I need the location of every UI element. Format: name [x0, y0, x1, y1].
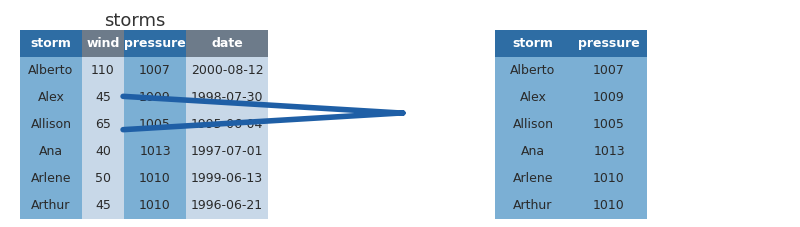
Bar: [495, 57, 571, 84]
Text: 1013: 1013: [139, 145, 171, 158]
Text: Allison: Allison: [513, 118, 554, 131]
Bar: [20, 111, 82, 138]
Bar: [186, 165, 268, 192]
Text: 40: 40: [95, 145, 111, 158]
Text: storm: storm: [513, 37, 554, 50]
Text: Ana: Ana: [39, 145, 63, 158]
Text: 50: 50: [95, 172, 111, 185]
Text: 1005: 1005: [139, 118, 171, 131]
Bar: [124, 138, 186, 165]
Text: Allison: Allison: [30, 118, 71, 131]
Bar: [571, 138, 647, 165]
Text: 1999-06-13: 1999-06-13: [191, 172, 263, 185]
Bar: [186, 30, 268, 57]
Bar: [124, 30, 186, 57]
Bar: [124, 84, 186, 111]
Text: 1995-06-04: 1995-06-04: [191, 118, 263, 131]
Bar: [571, 30, 647, 57]
Bar: [82, 111, 124, 138]
Bar: [20, 84, 82, 111]
Text: pressure: pressure: [578, 37, 640, 50]
Bar: [124, 57, 186, 84]
Text: 1010: 1010: [139, 199, 171, 212]
Bar: [571, 165, 647, 192]
Bar: [124, 111, 186, 138]
Text: 1009: 1009: [139, 91, 171, 104]
Bar: [124, 165, 186, 192]
Text: 1010: 1010: [593, 199, 625, 212]
Bar: [186, 192, 268, 219]
Text: 1998-07-30: 1998-07-30: [190, 91, 263, 104]
Bar: [82, 84, 124, 111]
Text: 1005: 1005: [593, 118, 625, 131]
Bar: [20, 30, 82, 57]
Bar: [495, 165, 571, 192]
Bar: [82, 192, 124, 219]
Bar: [495, 138, 571, 165]
Bar: [495, 84, 571, 111]
Bar: [186, 138, 268, 165]
Text: 1007: 1007: [139, 64, 171, 77]
Bar: [82, 30, 124, 57]
Text: Alberto: Alberto: [510, 64, 556, 77]
Text: 110: 110: [91, 64, 115, 77]
Text: storm: storm: [30, 37, 71, 50]
Text: 2000-08-12: 2000-08-12: [190, 64, 263, 77]
Bar: [124, 192, 186, 219]
Text: 65: 65: [95, 118, 111, 131]
Text: Arthur: Arthur: [514, 199, 553, 212]
Bar: [82, 57, 124, 84]
Bar: [186, 111, 268, 138]
Bar: [82, 138, 124, 165]
Bar: [20, 192, 82, 219]
Bar: [20, 165, 82, 192]
Bar: [495, 30, 571, 57]
Bar: [495, 111, 571, 138]
Text: Alex: Alex: [519, 91, 546, 104]
Text: pressure: pressure: [124, 37, 186, 50]
Text: 1007: 1007: [593, 64, 625, 77]
Text: Arlene: Arlene: [513, 172, 554, 185]
Bar: [571, 57, 647, 84]
Text: 1010: 1010: [593, 172, 625, 185]
Text: 45: 45: [95, 91, 111, 104]
Text: date: date: [211, 37, 243, 50]
Text: Alex: Alex: [38, 91, 65, 104]
Text: Arlene: Arlene: [30, 172, 71, 185]
Text: 1997-07-01: 1997-07-01: [190, 145, 263, 158]
Bar: [186, 57, 268, 84]
Text: wind: wind: [86, 37, 120, 50]
Text: 1009: 1009: [593, 91, 625, 104]
Text: 45: 45: [95, 199, 111, 212]
Text: 1996-06-21: 1996-06-21: [191, 199, 263, 212]
Bar: [82, 165, 124, 192]
Text: 1010: 1010: [139, 172, 171, 185]
Text: Ana: Ana: [521, 145, 545, 158]
Text: 1013: 1013: [593, 145, 625, 158]
Bar: [571, 84, 647, 111]
Bar: [571, 192, 647, 219]
Bar: [571, 111, 647, 138]
Bar: [186, 84, 268, 111]
Text: storms: storms: [104, 12, 166, 30]
Bar: [495, 192, 571, 219]
Text: Arthur: Arthur: [31, 199, 70, 212]
Bar: [20, 138, 82, 165]
Bar: [20, 57, 82, 84]
Text: Alberto: Alberto: [28, 64, 74, 77]
